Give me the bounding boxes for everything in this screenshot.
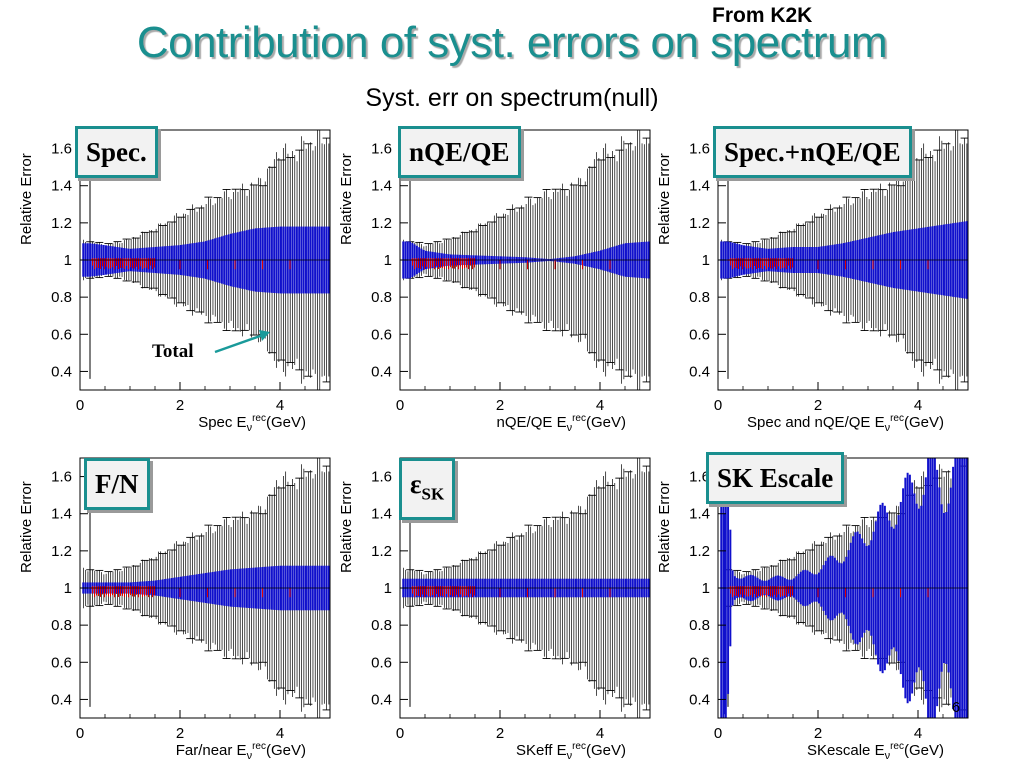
- arrowhead-icon: [259, 330, 270, 341]
- x-tick-label: 4: [276, 397, 284, 414]
- plot-area: 0.4 0.6 0.8 1 1.2 1.4 1.6 0 2 4: [371, 457, 651, 742]
- total-annotation: Total: [152, 330, 270, 362]
- chart-panel-3: 0.4 0.6 0.8 1 1.2 1.4 1.6 0 2 4: [689, 129, 969, 414]
- y-tick-label: 1.2: [51, 215, 72, 232]
- annotation-arrow: [214, 333, 264, 354]
- x-tick-label: 2: [496, 725, 504, 742]
- x-tick-label: 0: [76, 725, 84, 742]
- source-note: From K2K: [712, 4, 813, 27]
- y-tick-label: 1.4: [371, 506, 392, 523]
- x-tick-label: 0: [714, 397, 722, 414]
- y-tick-label: 1: [64, 580, 72, 597]
- x-axis-label: Far/near Eνrec(GeV): [175, 741, 306, 762]
- x-tick-label: 0: [396, 397, 404, 414]
- y-tick-label: 1.6: [51, 141, 72, 158]
- y-tick-label: 0.6: [51, 654, 72, 671]
- y-tick-label: 0.8: [51, 289, 72, 306]
- x-tick-label: 2: [814, 725, 822, 742]
- y-tick-label: 0.4: [51, 363, 72, 380]
- y-tick-label: 1.6: [689, 141, 710, 158]
- plot-area: 0.4 0.6 0.8 1 1.2 1.4 1.6 0 2 4: [689, 129, 969, 414]
- x-axis-label: Spec Eνrec(GeV): [198, 413, 306, 434]
- annotation-label: Total: [152, 341, 194, 362]
- y-tick-label: 1: [384, 252, 392, 269]
- y-tick-label: 1.2: [689, 543, 710, 560]
- y-axis-label: Relative Error: [656, 481, 673, 573]
- y-tick-label: 1.2: [371, 543, 392, 560]
- y-axis-label: Relative Error: [338, 153, 355, 245]
- x-tick-label: 2: [496, 397, 504, 414]
- y-axis-label: Relative Error: [18, 153, 35, 245]
- plot-area: 0.4 0.6 0.8 1 1.2 1.4 1.6 0 2 4: [51, 457, 331, 742]
- y-tick-label: 0.8: [371, 617, 392, 634]
- y-tick-label: 1.2: [689, 215, 710, 232]
- y-tick-label: 0.4: [371, 691, 392, 708]
- y-tick-label: 0.6: [51, 326, 72, 343]
- x-tick-label: 4: [596, 725, 604, 742]
- y-tick-label: 0.8: [371, 289, 392, 306]
- page-title: Contribution of syst. errors on spectrum: [136, 18, 888, 67]
- y-tick-label: 0.8: [689, 289, 710, 306]
- panel-label: SK Escale: [706, 452, 845, 504]
- plot-area: 0.4 0.6 0.8 1 1.2 1.4 1.6 0 2 4 6: [689, 457, 969, 742]
- y-tick-label: 1.6: [371, 469, 392, 486]
- panel-label: nQE/QE: [398, 126, 521, 178]
- y-tick-label: 0.6: [371, 326, 392, 343]
- y-tick-label: 0.8: [689, 617, 710, 634]
- x-tick-label: 4: [914, 725, 922, 742]
- y-axis-label: Relative Error: [18, 481, 35, 573]
- panel-label: F/N: [84, 458, 150, 510]
- y-axis-label: Relative Error: [338, 481, 355, 573]
- y-tick-label: 0.6: [371, 654, 392, 671]
- y-tick-label: 1: [384, 580, 392, 597]
- plot-area: 0.4 0.6 0.8 1 1.2 1.4 1.6 0 2 4 Total: [51, 129, 331, 414]
- chart-panel-4: 0.4 0.6 0.8 1 1.2 1.4 1.6 0 2 4: [51, 457, 331, 742]
- y-axis-label: Relative Error: [656, 153, 673, 245]
- y-tick-label: 0.8: [51, 617, 72, 634]
- y-tick-label: 1.4: [689, 178, 710, 195]
- x-tick-label: 0: [76, 397, 84, 414]
- y-tick-label: 1.4: [689, 506, 710, 523]
- chart-panel-2: 0.4 0.6 0.8 1 1.2 1.4 1.6 0 2 4: [371, 129, 651, 414]
- x-tick-label: 0: [396, 725, 404, 742]
- x-tick-label: 6: [952, 699, 960, 716]
- y-tick-label: 0.6: [689, 326, 710, 343]
- y-tick-label: 0.4: [51, 691, 72, 708]
- y-tick-label: 1.4: [371, 178, 392, 195]
- y-tick-label: 1.4: [51, 178, 72, 195]
- y-tick-label: 0.6: [689, 654, 710, 671]
- chart-subtitle: Syst. err on spectrum(null): [365, 84, 659, 112]
- y-tick-label: 1: [702, 252, 710, 269]
- panel-label: Spec.: [75, 126, 158, 178]
- x-axis-label: nQE/QE Eνrec(GeV): [496, 413, 626, 434]
- y-tick-label: 1.2: [371, 215, 392, 232]
- x-tick-label: 2: [814, 397, 822, 414]
- plot-area: 0.4 0.6 0.8 1 1.2 1.4 1.6 0 2 4: [371, 129, 651, 414]
- y-tick-label: 1: [64, 252, 72, 269]
- x-tick-label: 2: [176, 725, 184, 742]
- y-tick-label: 0.4: [689, 363, 710, 380]
- y-tick-label: 1.6: [689, 469, 710, 486]
- chart-panel-6: 0.4 0.6 0.8 1 1.2 1.4 1.6 0 2 4 6: [689, 457, 969, 742]
- x-axis-label: SKescale Eνrec(GeV): [807, 741, 944, 762]
- y-tick-label: 0.4: [689, 691, 710, 708]
- x-tick-label: 0: [714, 725, 722, 742]
- y-tick-label: 1.2: [51, 543, 72, 560]
- x-tick-label: 4: [276, 725, 284, 742]
- panel-label: εSK: [399, 458, 456, 521]
- x-tick-label: 2: [176, 397, 184, 414]
- chart-panel-1: 0.4 0.6 0.8 1 1.2 1.4 1.6 0 2 4 Total: [51, 129, 331, 414]
- x-tick-label: 4: [914, 397, 922, 414]
- x-axis-label: Spec and nQE/QE Eνrec(GeV): [747, 413, 944, 434]
- panel-label: Spec.+nQE/QE: [713, 126, 912, 178]
- y-tick-label: 1.4: [51, 506, 72, 523]
- y-tick-label: 1.6: [371, 141, 392, 158]
- y-tick-label: 0.4: [371, 363, 392, 380]
- x-tick-label: 4: [596, 397, 604, 414]
- chart-panel-5: 0.4 0.6 0.8 1 1.2 1.4 1.6 0 2 4: [371, 457, 651, 742]
- y-tick-label: 1: [702, 580, 710, 597]
- y-tick-label: 1.6: [51, 469, 72, 486]
- x-axis-label: SKeff Eνrec(GeV): [515, 741, 626, 762]
